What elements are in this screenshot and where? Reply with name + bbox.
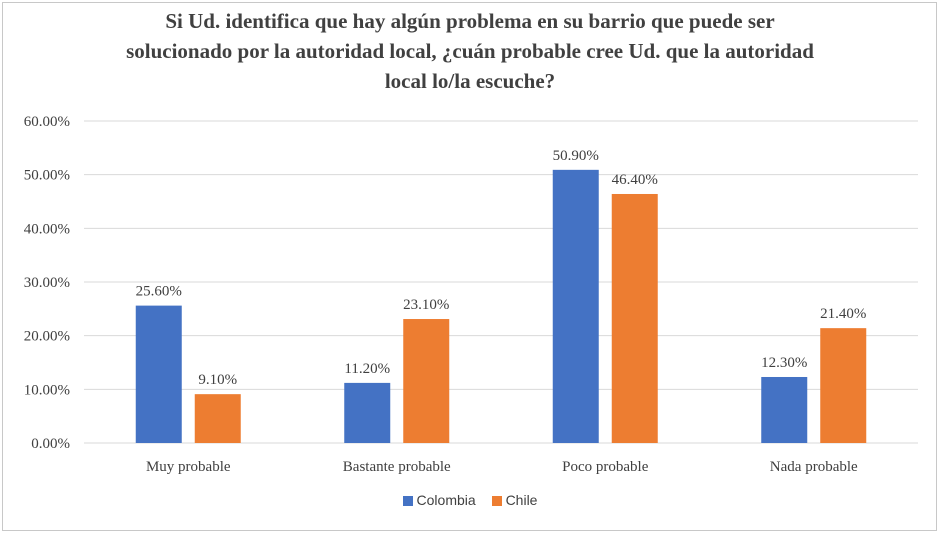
data-label-chile: 21.40% [820,306,866,322]
bar-colombia [761,376,808,443]
chart-legend: Colombia Chile [0,492,940,508]
y-tick-label: 0.00% [31,436,70,452]
bar-colombia [552,169,599,443]
chart-title-line-2: solucionado por la autoridad local, ¿cuá… [126,39,814,63]
bar-chile [611,193,658,443]
x-category-label: Muy probable [146,459,231,475]
data-label-chile: 46.40% [612,172,658,188]
data-label-chile: 9.10% [198,372,237,388]
y-tick-label: 60.00% [24,114,70,130]
data-label-colombia: 25.60% [136,284,182,300]
chart-title: Si Ud. identifica que hay algún problema… [70,6,870,96]
y-tick-label: 50.00% [24,168,70,184]
y-tick-label: 10.00% [24,382,70,398]
bar-chile [820,328,867,443]
bar-colombia [344,382,391,443]
x-category-label: Bastante probable [343,459,451,475]
bar-chile [403,319,450,443]
data-label-colombia: 50.90% [553,148,599,164]
bar-colombia [135,305,182,443]
data-label-chile: 23.10% [403,297,449,313]
bar-chile [194,394,241,443]
data-label-colombia: 11.20% [344,361,390,377]
legend-swatch-colombia [402,496,413,506]
chart-title-line-3: local lo/la escuche? [384,69,556,93]
y-tick-label: 20.00% [24,329,70,345]
data-label-colombia: 12.30% [761,355,807,371]
legend-item-colombia: Colombia [402,492,476,508]
x-category-label: Poco probable [562,459,649,475]
legend-item-chile: Chile [491,492,538,508]
x-category-label: Nada probable [770,459,858,475]
legend-label-chile: Chile [505,492,538,508]
chart-title-line-1: Si Ud. identifica que hay algún problema… [165,9,775,33]
legend-swatch-chile [491,496,502,506]
y-tick-label: 40.00% [24,221,70,237]
legend-label-colombia: Colombia [416,492,476,508]
y-tick-label: 30.00% [24,275,70,291]
